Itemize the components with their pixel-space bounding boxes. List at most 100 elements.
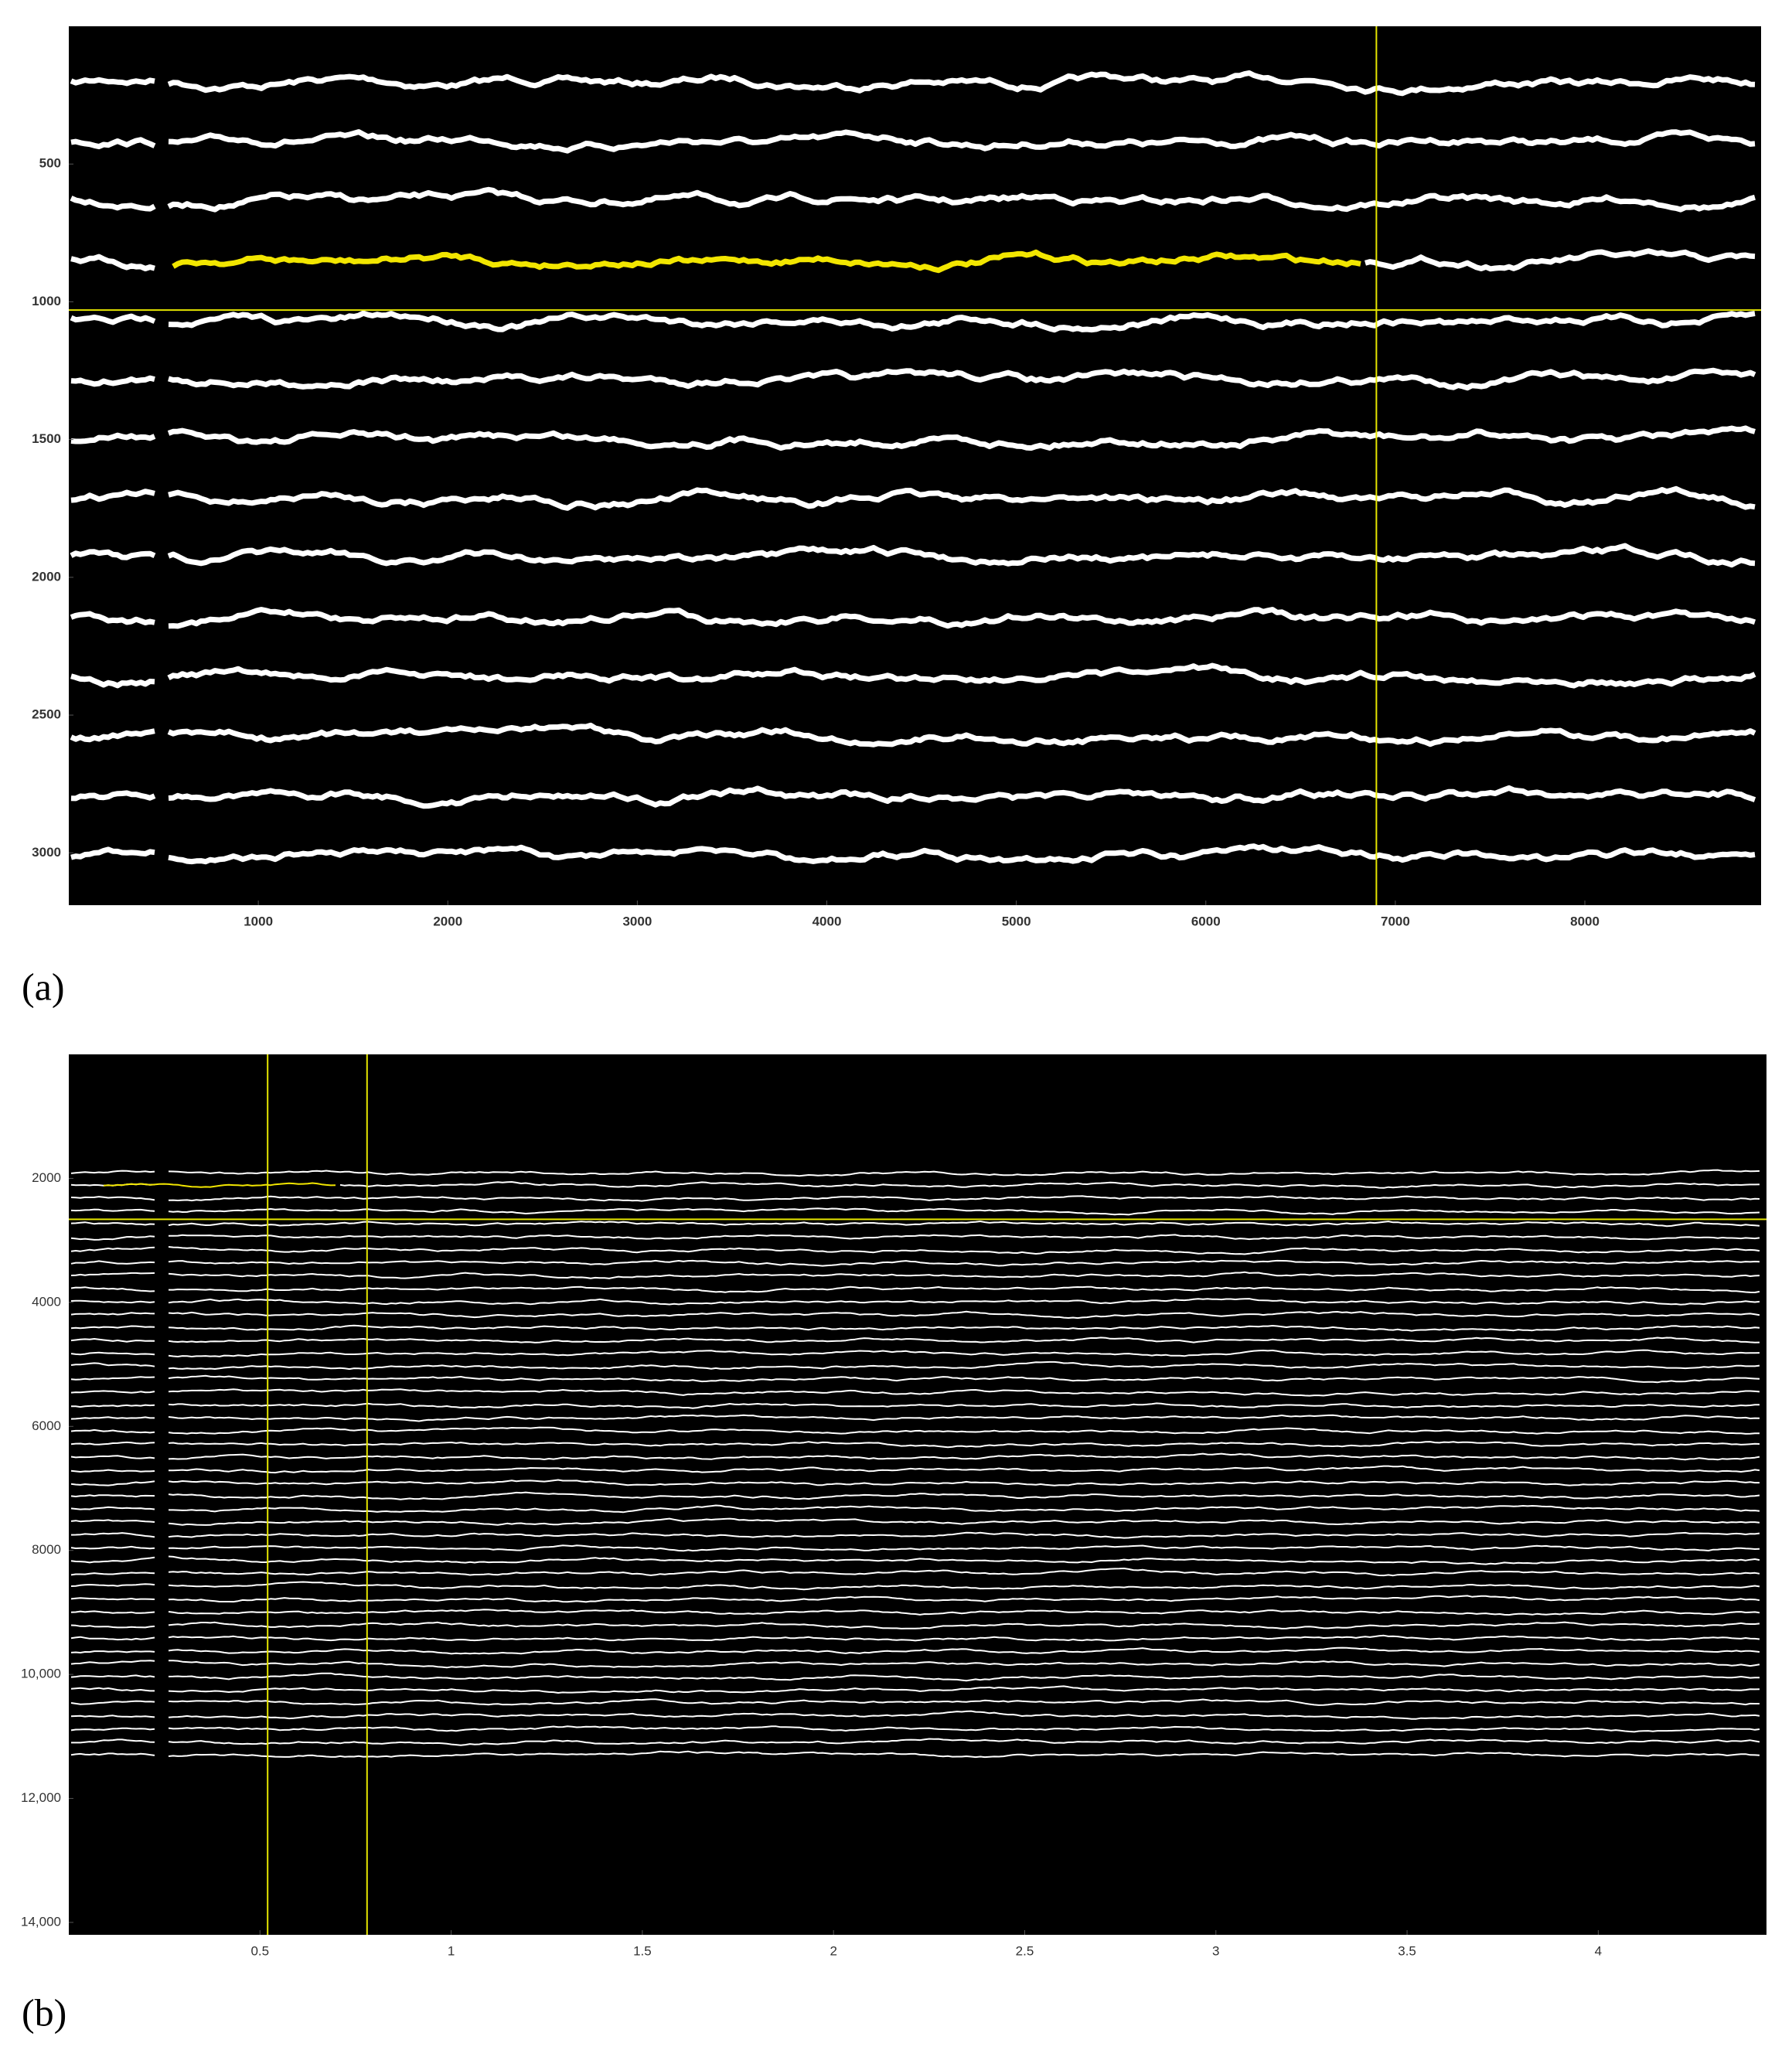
trace [168,1337,1760,1343]
y-tick-label: 10,000 [21,1667,61,1681]
trace [70,1351,155,1356]
trace [70,1235,155,1241]
trace [70,1636,155,1641]
trace [70,1674,155,1678]
x-tick-label: 6000 [1191,914,1221,928]
trace [168,1402,1760,1409]
trace [168,1685,1760,1694]
trace [168,1750,1760,1759]
trace [70,1272,155,1276]
y-tick-label: 2500 [32,707,61,722]
trace [167,70,1756,97]
trace [70,77,155,87]
trace [70,1624,155,1629]
panel: 0.5 1 1.5 2 2.5 3 3.5 4 2000 4000 6000 8000 10,000 12… [21,1054,1766,2034]
trace [168,485,1756,511]
trace [70,549,156,560]
trace [70,1532,155,1538]
y-tick-label: 14,000 [21,1914,61,1929]
trace [168,1531,1760,1539]
trace [70,611,155,625]
trace [70,1455,155,1459]
trace [168,1725,1760,1733]
trace [168,1234,1760,1241]
trace [168,1595,1760,1603]
trace [70,1494,155,1498]
trace [70,1687,155,1692]
y-tick-label: 8000 [32,1542,61,1557]
trace [168,1621,1760,1629]
trace [70,1715,155,1718]
trace [70,1376,155,1381]
trace [168,1646,1760,1655]
trace [70,196,156,212]
plot-area [69,26,1761,905]
trace [70,1362,155,1367]
panel: 1000 2000 3000 4000 5000 6000 7000 8000 500 1000 1… [22,26,1761,1008]
y-tick-label: 1000 [32,294,61,308]
trace [70,432,156,444]
trace [168,1298,1760,1306]
trace [167,662,1756,689]
trace [168,1491,1760,1500]
trace [167,425,1756,451]
trace [70,1660,155,1665]
trace [70,1208,155,1212]
x-tick-label: 1 [448,1943,455,1958]
trace [70,673,155,689]
trace [168,607,1756,629]
x-tick-label: 3 [1212,1943,1219,1958]
x-tick-label: 3.5 [1398,1943,1416,1958]
trace [70,1572,155,1576]
trace [70,1519,155,1523]
trace [168,1221,1760,1228]
trace [70,1221,155,1226]
x-tick-label: 2 [830,1943,836,1958]
trace [70,1286,155,1292]
trace [168,1672,1760,1682]
trace [168,1360,1760,1371]
trace [70,489,155,503]
trace [70,1338,155,1343]
trace [1364,248,1756,272]
trace [168,1207,1760,1216]
x-tick-label: 0.5 [250,1943,269,1958]
y-tick-label: 6000 [32,1418,61,1433]
trace [339,1181,1760,1189]
trace [168,367,1756,391]
trace [70,1480,155,1486]
trace [168,1310,1760,1320]
trace [70,1196,155,1201]
y-tick-label: 2000 [32,569,61,584]
trace [70,790,156,802]
trace [168,1710,1760,1720]
trace [168,129,1756,154]
trace [70,1441,155,1446]
panel-label: (a) [22,965,65,1008]
y-tick-label: 1500 [32,431,61,446]
trace [168,1581,1760,1591]
x-tick-label: 8000 [1570,914,1600,928]
trace [168,1698,1760,1706]
trace [168,1324,1760,1332]
x-tick-label: 7000 [1381,914,1410,928]
y-tick-label: 4000 [32,1294,61,1309]
trace [168,1246,1760,1255]
x-tick-label: 4 [1595,1943,1602,1958]
x-tick-label: 5000 [1002,914,1031,928]
trace [70,313,156,325]
trace [70,1583,155,1587]
trace [70,1545,155,1550]
trace [70,1325,155,1330]
trace [172,249,1361,274]
x-tick-label: 1.5 [633,1943,652,1958]
trace [70,1299,155,1304]
trace [70,375,155,387]
x-tick-label: 4000 [813,914,842,928]
trace [70,1752,155,1756]
x-tick-label: 2.5 [1016,1943,1034,1958]
trace [70,1650,155,1653]
trace [168,1271,1760,1279]
trace [70,1312,155,1316]
